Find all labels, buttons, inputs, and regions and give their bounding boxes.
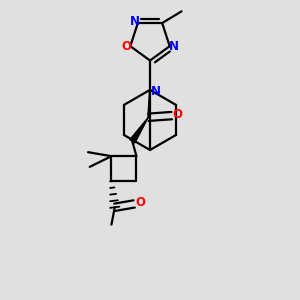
Text: N: N	[169, 40, 179, 53]
Text: O: O	[173, 108, 183, 122]
Text: N: N	[130, 15, 140, 28]
Text: O: O	[121, 40, 131, 53]
Text: N: N	[151, 85, 161, 98]
Polygon shape	[130, 117, 148, 143]
Text: O: O	[135, 196, 145, 209]
